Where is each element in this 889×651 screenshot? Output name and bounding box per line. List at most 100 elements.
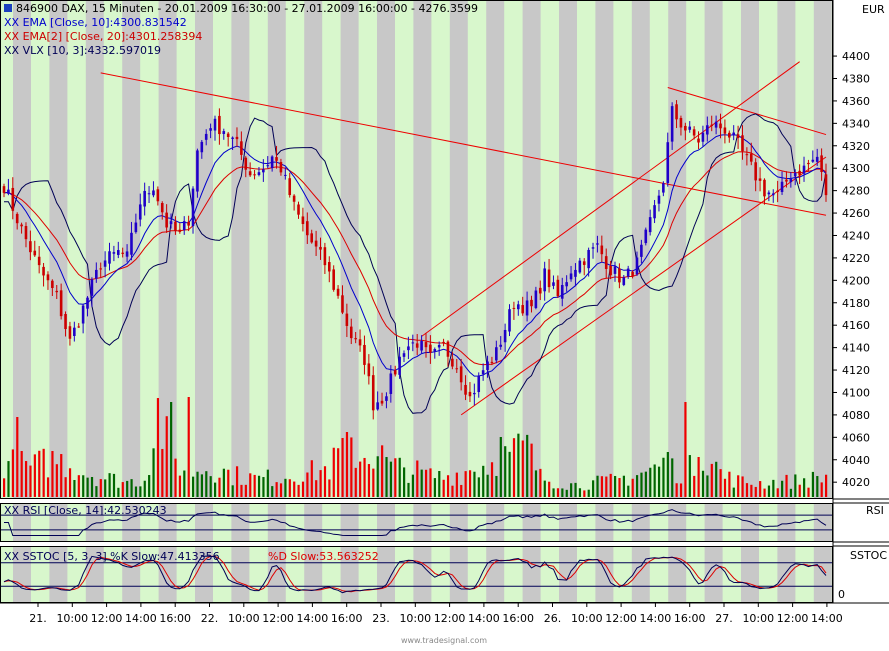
candle-down — [24, 225, 28, 240]
legend-sstoc-d[interactable]: %D Slow:53.563252 — [268, 550, 379, 563]
vlx-line — [4, 113, 827, 414]
candle-up — [525, 300, 529, 316]
volume-bar — [354, 467, 357, 497]
candle-up — [398, 356, 401, 375]
legend-rsi[interactable]: XX RSI [Close, 14]:42.530243 — [4, 504, 167, 517]
volume-bar — [715, 461, 718, 497]
x-tick-label: 12:00 — [262, 612, 294, 625]
band-gray-rsi — [377, 504, 395, 541]
candle-down — [319, 246, 322, 250]
candle-down — [99, 268, 103, 270]
volume-bar — [644, 471, 647, 497]
candle-down — [727, 132, 731, 138]
legend-ema10[interactable]: XX EMA [Close, 10]:4300.831542 — [4, 16, 187, 29]
volume-bar — [578, 488, 582, 497]
volume-bar — [3, 478, 6, 497]
candle-up — [376, 402, 379, 410]
candle-down — [604, 256, 608, 269]
volume-bar — [701, 470, 705, 497]
legend-vlx[interactable]: XX VLX [10, 3]:4332.597019 — [4, 44, 161, 57]
band-gray — [49, 1, 68, 499]
band-gray — [413, 1, 432, 499]
volume-bar — [178, 475, 182, 497]
band-gray-rsi — [304, 504, 323, 541]
volume-bar — [42, 448, 45, 497]
legend-ema20[interactable]: XX EMA[2] [Close, 20]:4301.258394 — [4, 30, 202, 43]
volume-bar — [244, 484, 247, 497]
x-tick-label: 10:00 — [399, 612, 431, 625]
band-gray-rsi — [449, 504, 468, 541]
volume-bar — [539, 468, 542, 497]
indicator-lines — [3, 113, 827, 414]
volume-bar — [477, 477, 480, 497]
candle-up — [200, 141, 204, 153]
volume-bar — [609, 473, 612, 497]
volume-bar — [811, 471, 815, 497]
volume-bar — [574, 482, 577, 497]
volume-bar — [614, 475, 617, 497]
candle-up — [213, 118, 217, 131]
candle-down — [776, 190, 779, 192]
band-gray-rsi — [413, 504, 432, 541]
volume-bar — [218, 477, 221, 497]
x-tick-label: 26. — [544, 612, 562, 625]
y-tick-label: 4340 — [842, 117, 870, 130]
legend-sstoc-k[interactable]: XX SSTOC [5, 3, 3] %K Slow:47.413356 — [4, 550, 220, 563]
candle-up — [802, 165, 806, 174]
volume-bar — [192, 476, 195, 497]
volume-bar — [530, 443, 533, 497]
y-tick-label: 4380 — [842, 72, 870, 85]
volume-bar — [732, 487, 735, 497]
candle-up — [402, 353, 406, 357]
candle-down — [675, 104, 678, 120]
volume-bar — [543, 480, 546, 497]
candle-down — [749, 153, 753, 162]
x-tick-label: 14:00 — [468, 612, 500, 625]
volume-bar — [337, 448, 340, 497]
y-tick-label: 4140 — [842, 342, 870, 355]
volume-bar — [657, 466, 661, 497]
volume-bar — [262, 477, 265, 497]
candle-up — [420, 340, 423, 351]
candle-down — [279, 162, 283, 173]
volume-bar — [196, 471, 199, 497]
candle-up — [578, 260, 582, 273]
volume-bar — [710, 463, 713, 497]
candle-down — [218, 115, 221, 135]
volume-bar — [688, 455, 691, 497]
candle-down — [332, 269, 335, 290]
volume-bar — [420, 469, 423, 497]
candle-down — [314, 240, 318, 247]
candle-up — [433, 349, 437, 352]
x-tick-label: 14:00 — [811, 612, 843, 625]
sstoc-d-line — [3, 555, 827, 593]
volume-bar — [332, 447, 335, 497]
volume-bar — [156, 398, 160, 497]
band-gray-sstoc — [122, 547, 141, 602]
volume-bar — [64, 477, 67, 497]
candle-up — [789, 178, 793, 183]
candle-down — [327, 262, 331, 272]
candle-down — [46, 274, 50, 281]
candle-up — [587, 249, 590, 269]
y-tick-label: 4320 — [842, 140, 870, 153]
volume-bar — [271, 486, 274, 497]
candle-up — [622, 277, 626, 285]
x-tick-label: 10:00 — [742, 612, 774, 625]
candle-up — [714, 121, 718, 128]
volume-bar — [627, 485, 630, 497]
candle-up — [222, 131, 226, 135]
candle-up — [262, 169, 265, 173]
chart-title[interactable]: 846900 DAX, 15 Minuten - 20.01.2009 16:3… — [16, 2, 478, 15]
x-tick-label: 16:00 — [159, 612, 191, 625]
y-tick-label: 4360 — [842, 95, 870, 108]
candle-down — [455, 368, 459, 370]
volume-bar — [723, 478, 727, 497]
candle-down — [723, 127, 727, 134]
candle-down — [609, 265, 612, 276]
y-tick-label: 4080 — [842, 409, 870, 422]
ema10-line — [3, 134, 827, 377]
volume-bar — [257, 475, 261, 497]
ema20-line — [3, 151, 827, 366]
